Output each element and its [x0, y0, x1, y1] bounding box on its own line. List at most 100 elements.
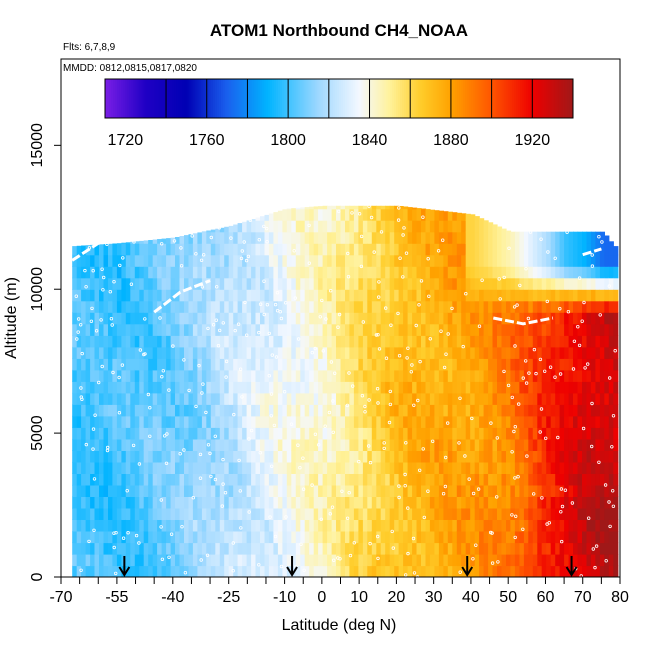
- flight-track: [493, 316, 554, 326]
- heatmap-cell: [514, 519, 520, 532]
- heatmap-cell: [474, 531, 480, 544]
- heatmap-cell: [416, 554, 422, 567]
- colorbar-swatch: [180, 79, 183, 118]
- sample-point: [109, 317, 114, 321]
- sample-point: [590, 253, 594, 257]
- heatmap-cell: [94, 381, 100, 394]
- colorbar-swatch: [174, 79, 177, 118]
- heatmap-cell: [309, 277, 315, 290]
- sample-point: [563, 488, 568, 492]
- heatmap-cell: [461, 266, 467, 279]
- heatmap-cell: [340, 231, 346, 244]
- heatmap-cell: [318, 369, 324, 382]
- heatmap-cell: [197, 300, 203, 313]
- heatmap-cell: [394, 312, 400, 325]
- heatmap-cell: [291, 507, 297, 520]
- heatmap-cell: [76, 392, 82, 405]
- heatmap-cell: [251, 243, 257, 256]
- heatmap-cell: [349, 220, 355, 233]
- sample-point: [374, 333, 379, 337]
- heatmap-cell: [340, 277, 346, 290]
- heatmap-cell: [116, 565, 122, 577]
- heatmap-cell: [443, 507, 449, 520]
- heatmap-cell: [309, 427, 315, 440]
- sample-point: [211, 323, 216, 327]
- heatmap-cell: [582, 323, 588, 336]
- heatmap-cell: [582, 565, 588, 577]
- heatmap-cell: [349, 531, 355, 544]
- heatmap-cell: [514, 473, 520, 486]
- heatmap-cell: [143, 323, 149, 336]
- heatmap-cell: [608, 346, 614, 359]
- heatmap-cell: [152, 346, 158, 359]
- heatmap-cell: [501, 461, 507, 474]
- sample-point: [208, 451, 212, 456]
- heatmap-cell: [510, 496, 516, 509]
- heatmap-cell: [488, 381, 494, 394]
- heatmap-cell: [304, 277, 310, 290]
- heatmap-cell: [192, 415, 198, 428]
- heatmap-cell: [452, 243, 458, 256]
- heatmap-cell: [188, 312, 194, 325]
- heatmap-cell: [161, 277, 167, 290]
- heatmap-cell: [492, 243, 498, 256]
- heatmap-cell: [336, 450, 342, 463]
- heatmap-cell: [242, 323, 248, 336]
- colorbar-swatch: [357, 79, 360, 118]
- heatmap-cell: [255, 289, 261, 302]
- heatmap-cell: [380, 277, 386, 290]
- heatmap-cell: [228, 225, 234, 233]
- heatmap-cell: [362, 438, 368, 451]
- sample-point: [498, 297, 502, 301]
- colorbar-swatch: [284, 79, 287, 118]
- heatmap-cell: [143, 484, 149, 497]
- heatmap-cell: [376, 450, 382, 463]
- heatmap-cell: [246, 473, 252, 486]
- sample-point: [180, 525, 184, 529]
- heatmap-cell: [197, 484, 203, 497]
- heatmap-cell: [353, 266, 359, 279]
- heatmap-cell: [470, 243, 476, 256]
- heatmap-cell: [103, 289, 109, 302]
- heatmap-cell: [295, 484, 301, 497]
- heatmap-cell: [407, 323, 413, 336]
- heatmap-cell: [474, 392, 480, 405]
- heatmap-cell: [260, 346, 266, 359]
- heatmap-cell: [304, 220, 310, 233]
- heatmap-cell: [488, 484, 494, 497]
- heatmap-cell: [184, 519, 190, 532]
- heatmap-cell: [286, 254, 292, 267]
- colorbar-swatch: [147, 79, 151, 118]
- heatmap-cell: [81, 542, 87, 555]
- heatmap-cell: [94, 335, 100, 348]
- heatmap-cell: [519, 392, 525, 405]
- sample-point: [272, 423, 277, 428]
- sample-point: [518, 283, 522, 288]
- heatmap-cell: [389, 369, 395, 382]
- heatmap-cell: [340, 415, 346, 428]
- heatmap-cell: [389, 300, 395, 313]
- heatmap-cell: [523, 300, 529, 313]
- heatmap-cell: [506, 554, 512, 567]
- heatmap-cell: [385, 243, 391, 256]
- colorbar-swatch: [210, 79, 214, 118]
- heatmap-cell: [367, 346, 373, 359]
- heatmap-cell: [470, 254, 476, 267]
- heatmap-cell: [72, 427, 78, 440]
- heatmap-cell: [465, 358, 471, 371]
- heatmap-cell: [528, 381, 534, 394]
- heatmap-cell: [76, 323, 82, 336]
- heatmap-cell: [152, 507, 158, 520]
- heatmap-cell: [336, 392, 342, 405]
- heatmap-cell: [353, 323, 359, 336]
- heatmap-cell: [537, 404, 543, 417]
- heatmap-cell: [407, 565, 413, 577]
- heatmap-cell: [559, 507, 565, 520]
- colorbar-swatch: [363, 79, 366, 118]
- heatmap-cell: [394, 531, 400, 544]
- heatmap-cell: [595, 496, 601, 509]
- heatmap-cell: [497, 461, 503, 474]
- heatmap-cell: [215, 461, 221, 474]
- heatmap-cell: [541, 450, 547, 463]
- heatmap-cell: [595, 415, 601, 428]
